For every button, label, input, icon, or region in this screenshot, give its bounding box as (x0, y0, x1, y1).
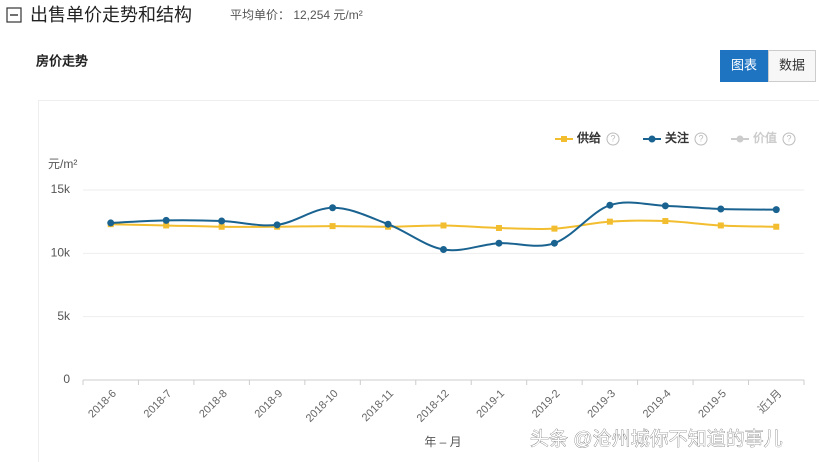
point (550, 239, 558, 247)
chart-panel (38, 100, 819, 462)
point (218, 223, 225, 230)
point (772, 206, 780, 214)
y-tick-label: 10k (51, 246, 71, 260)
point (440, 222, 447, 229)
tab-chart-label[interactable]: 图表 (731, 57, 757, 72)
tab-data-label[interactable]: 数据 (779, 57, 805, 72)
point (606, 201, 614, 209)
y-tick-label: 5k (57, 309, 71, 323)
legend-label[interactable]: 关注 (665, 130, 689, 145)
section-title: 房价走势 (36, 53, 88, 68)
watermark: 头条 @沧州城你不知道的事儿 (530, 428, 783, 450)
legend-marker (648, 135, 656, 143)
help-icon-mark: ? (786, 133, 791, 143)
help-icon-mark: ? (610, 133, 615, 143)
legend-label[interactable]: 供给 (576, 130, 601, 145)
legend-marker (736, 135, 744, 143)
point (606, 218, 613, 225)
point (440, 246, 447, 254)
x-axis-label: 年 – 月 (424, 435, 461, 449)
page-title: 出售单价走势和结构 (30, 5, 192, 25)
legend-marker (561, 136, 567, 142)
tab-chart[interactable] (720, 50, 768, 82)
collapse-icon[interactable] (6, 7, 22, 23)
point (662, 218, 669, 225)
y-tick-label: 15k (51, 182, 71, 196)
average-price: 平均单价： 12,254 元/m² (230, 8, 363, 22)
point (717, 222, 724, 229)
point (717, 205, 725, 213)
point (551, 225, 558, 232)
point (162, 216, 170, 224)
point (329, 223, 336, 230)
y-tick-label: 0 (63, 372, 70, 386)
point (107, 219, 115, 227)
point (773, 223, 780, 230)
point (163, 222, 170, 229)
help-icon (606, 132, 620, 146)
legend-label[interactable]: 价值 (753, 130, 777, 145)
point (329, 204, 337, 212)
tab-data[interactable] (768, 50, 816, 82)
y-axis-label: 元/m² (48, 157, 77, 171)
point (273, 221, 281, 229)
point (661, 202, 669, 210)
help-icon (694, 132, 708, 146)
point (495, 225, 502, 231)
help-icon (782, 132, 796, 146)
help-icon-mark: ? (698, 133, 703, 143)
point (218, 217, 226, 225)
point (495, 239, 503, 247)
point (384, 220, 392, 228)
